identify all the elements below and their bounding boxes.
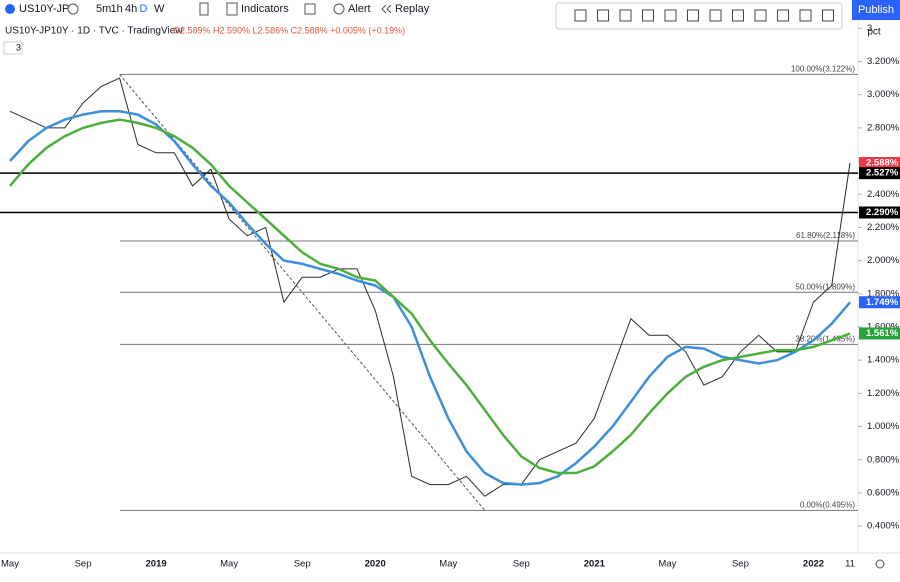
layout-button[interactable] <box>304 3 316 15</box>
y-tick-label: 2.200% <box>867 222 900 233</box>
drawing-tool[interactable] <box>574 9 587 22</box>
price-tag <box>859 206 900 219</box>
y-tick-label: 0.400% <box>867 521 900 532</box>
x-tick-label: Sep <box>732 559 749 570</box>
alert-icon <box>333 3 345 15</box>
price-tag-label: 2.527% <box>866 168 899 179</box>
y-tick-label: 1.400% <box>867 355 900 366</box>
x-tick-label: 11 <box>845 559 855 570</box>
x-tick-label: May <box>220 559 238 570</box>
drawing-tool[interactable] <box>687 9 699 22</box>
fib-label: 38.20%(1.495%) <box>795 335 855 344</box>
drawing-tool[interactable] <box>709 9 722 22</box>
replay-button[interactable]: Replay <box>395 3 430 15</box>
x-tick-label: May <box>1 559 19 570</box>
drawing-tool[interactable] <box>754 9 767 22</box>
y-tick-label: 0.800% <box>867 454 900 465</box>
indicators-button[interactable]: Indicators <box>241 3 289 15</box>
y-tick-label: 2.400% <box>867 189 900 200</box>
price-tag <box>859 157 900 170</box>
x-tick-label: 2019 <box>146 559 167 570</box>
y-tick-label: 3 <box>867 23 872 34</box>
interval-button[interactable]: 4h <box>125 3 137 15</box>
symbol-icon <box>5 4 15 14</box>
x-tick-label: 2021 <box>584 559 606 570</box>
y-tick-label: 1.600% <box>867 322 900 333</box>
price-tag-label: 1.749% <box>866 297 899 308</box>
price-tag <box>859 327 900 340</box>
x-tick-label: May <box>658 559 676 570</box>
price-tag-label: 1.561% <box>866 328 899 339</box>
x-tick-label: 2022 <box>803 559 824 570</box>
fib-label: 50.00%(1.809%) <box>795 282 855 291</box>
interval-button[interactable]: D <box>140 3 148 15</box>
y-tick-label: 3.000% <box>867 89 900 100</box>
moving-average <box>9 118 851 475</box>
y-tick-label: 2.800% <box>867 122 900 133</box>
publish-bg <box>852 0 900 20</box>
fib-label: 61.80%(2.118%) <box>796 231 855 240</box>
alert-button[interactable]: Alert <box>348 3 371 15</box>
collapsed-count: 3 <box>16 42 21 52</box>
y-unit: pct <box>867 27 881 38</box>
symbol[interactable]: US10Y-JP <box>19 3 69 15</box>
y-tick-label: 1.200% <box>867 388 900 399</box>
x-tick-label: 2020 <box>365 559 386 570</box>
y-tick-label: 3.200% <box>867 56 900 67</box>
drawing-tool[interactable] <box>619 9 632 22</box>
collapsed-box[interactable] <box>3 41 23 55</box>
price-tag-label: 2.290% <box>866 207 899 218</box>
compare-button[interactable] <box>67 3 79 15</box>
drawing-tool[interactable] <box>597 9 609 22</box>
x-tick-label: May <box>439 559 457 570</box>
y-tick-label: 0.600% <box>867 487 900 498</box>
legend-ohlc: O2.589% H2.590% L2.586% C2.588% +0.005% … <box>173 25 405 35</box>
drawing-tool[interactable] <box>732 9 744 22</box>
drawing-tool[interactable] <box>777 9 789 22</box>
x-tick-label: Sep <box>75 559 92 570</box>
y-tick-label: 2.000% <box>867 255 900 266</box>
y-tick-label: 1.800% <box>867 288 900 299</box>
publish-button[interactable]: Publish <box>858 4 894 16</box>
drawing-tool[interactable] <box>642 9 654 22</box>
drawing-tool[interactable] <box>799 9 812 22</box>
price-tag <box>859 167 900 180</box>
drawing-tool[interactable] <box>664 9 677 22</box>
fib-label: 0.00%(0.495%) <box>800 500 855 509</box>
moving-average <box>9 110 851 486</box>
price-tag <box>859 296 900 309</box>
price-line <box>9 77 851 497</box>
interval-button[interactable]: W <box>154 3 165 15</box>
price-tag-label: 2.588% <box>866 158 899 169</box>
replay-icon <box>381 4 392 14</box>
x-tick-label: Sep <box>294 559 311 570</box>
chart-type-button[interactable] <box>199 2 209 16</box>
legend-title: US10Y-JP10Y · 1D · TVC · TradingView <box>5 26 183 37</box>
x-tick-label: Sep <box>513 559 530 570</box>
indicators-icon <box>226 2 238 16</box>
interval-button[interactable]: 1h <box>111 3 123 15</box>
drawing-tool[interactable] <box>822 9 834 22</box>
fib-label: 100.00%(3.122%) <box>791 65 855 74</box>
interval-group: 5m 1h 4h D W <box>96 3 165 15</box>
y-tick-label: 1.000% <box>867 421 900 432</box>
settings-button[interactable] <box>875 559 885 569</box>
interval-button[interactable]: 5m <box>96 3 111 15</box>
